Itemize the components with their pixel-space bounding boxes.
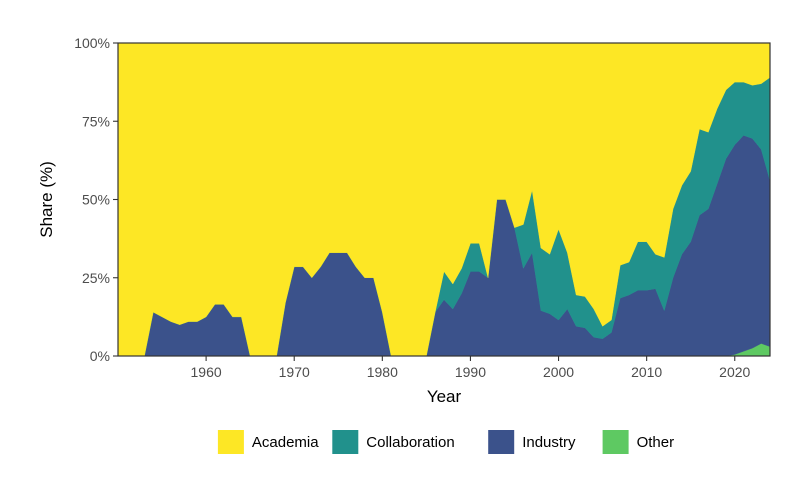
x-axis: 1960 1970 1980 1990 2000 2010 2020 bbox=[191, 356, 751, 380]
y-tick-label: 75% bbox=[82, 113, 110, 129]
legend-label-industry: Industry bbox=[522, 434, 576, 451]
x-tick-label: 2010 bbox=[631, 364, 662, 380]
x-tick-label: 1990 bbox=[455, 364, 486, 380]
y-tick-label: 50% bbox=[82, 192, 110, 208]
y-tick-label: 100% bbox=[74, 35, 110, 51]
y-tick-label: 0% bbox=[90, 348, 110, 364]
legend-label-other: Other bbox=[637, 434, 675, 451]
y-axis-title: Share (%) bbox=[37, 161, 56, 238]
x-tick-label: 1960 bbox=[191, 364, 222, 380]
x-tick-label: 1970 bbox=[279, 364, 310, 380]
area-layers bbox=[117, 42, 771, 357]
legend-key-industry bbox=[488, 430, 515, 454]
legend-label-collaboration: Collaboration bbox=[366, 434, 454, 451]
legend-key-academia bbox=[217, 430, 244, 454]
y-axis: 0% 25% 50% 75% 100% bbox=[74, 35, 118, 364]
x-axis-title: Year bbox=[427, 387, 462, 406]
x-tick-label: 1980 bbox=[367, 364, 398, 380]
y-tick-label: 25% bbox=[82, 270, 110, 286]
legend-key-other bbox=[602, 430, 629, 454]
legend: Academia Collaboration Industry Other bbox=[217, 430, 675, 454]
x-tick-label: 2000 bbox=[543, 364, 574, 380]
x-tick-label: 2020 bbox=[719, 364, 750, 380]
legend-label-academia: Academia bbox=[252, 434, 319, 451]
legend-key-collaboration bbox=[332, 430, 359, 454]
